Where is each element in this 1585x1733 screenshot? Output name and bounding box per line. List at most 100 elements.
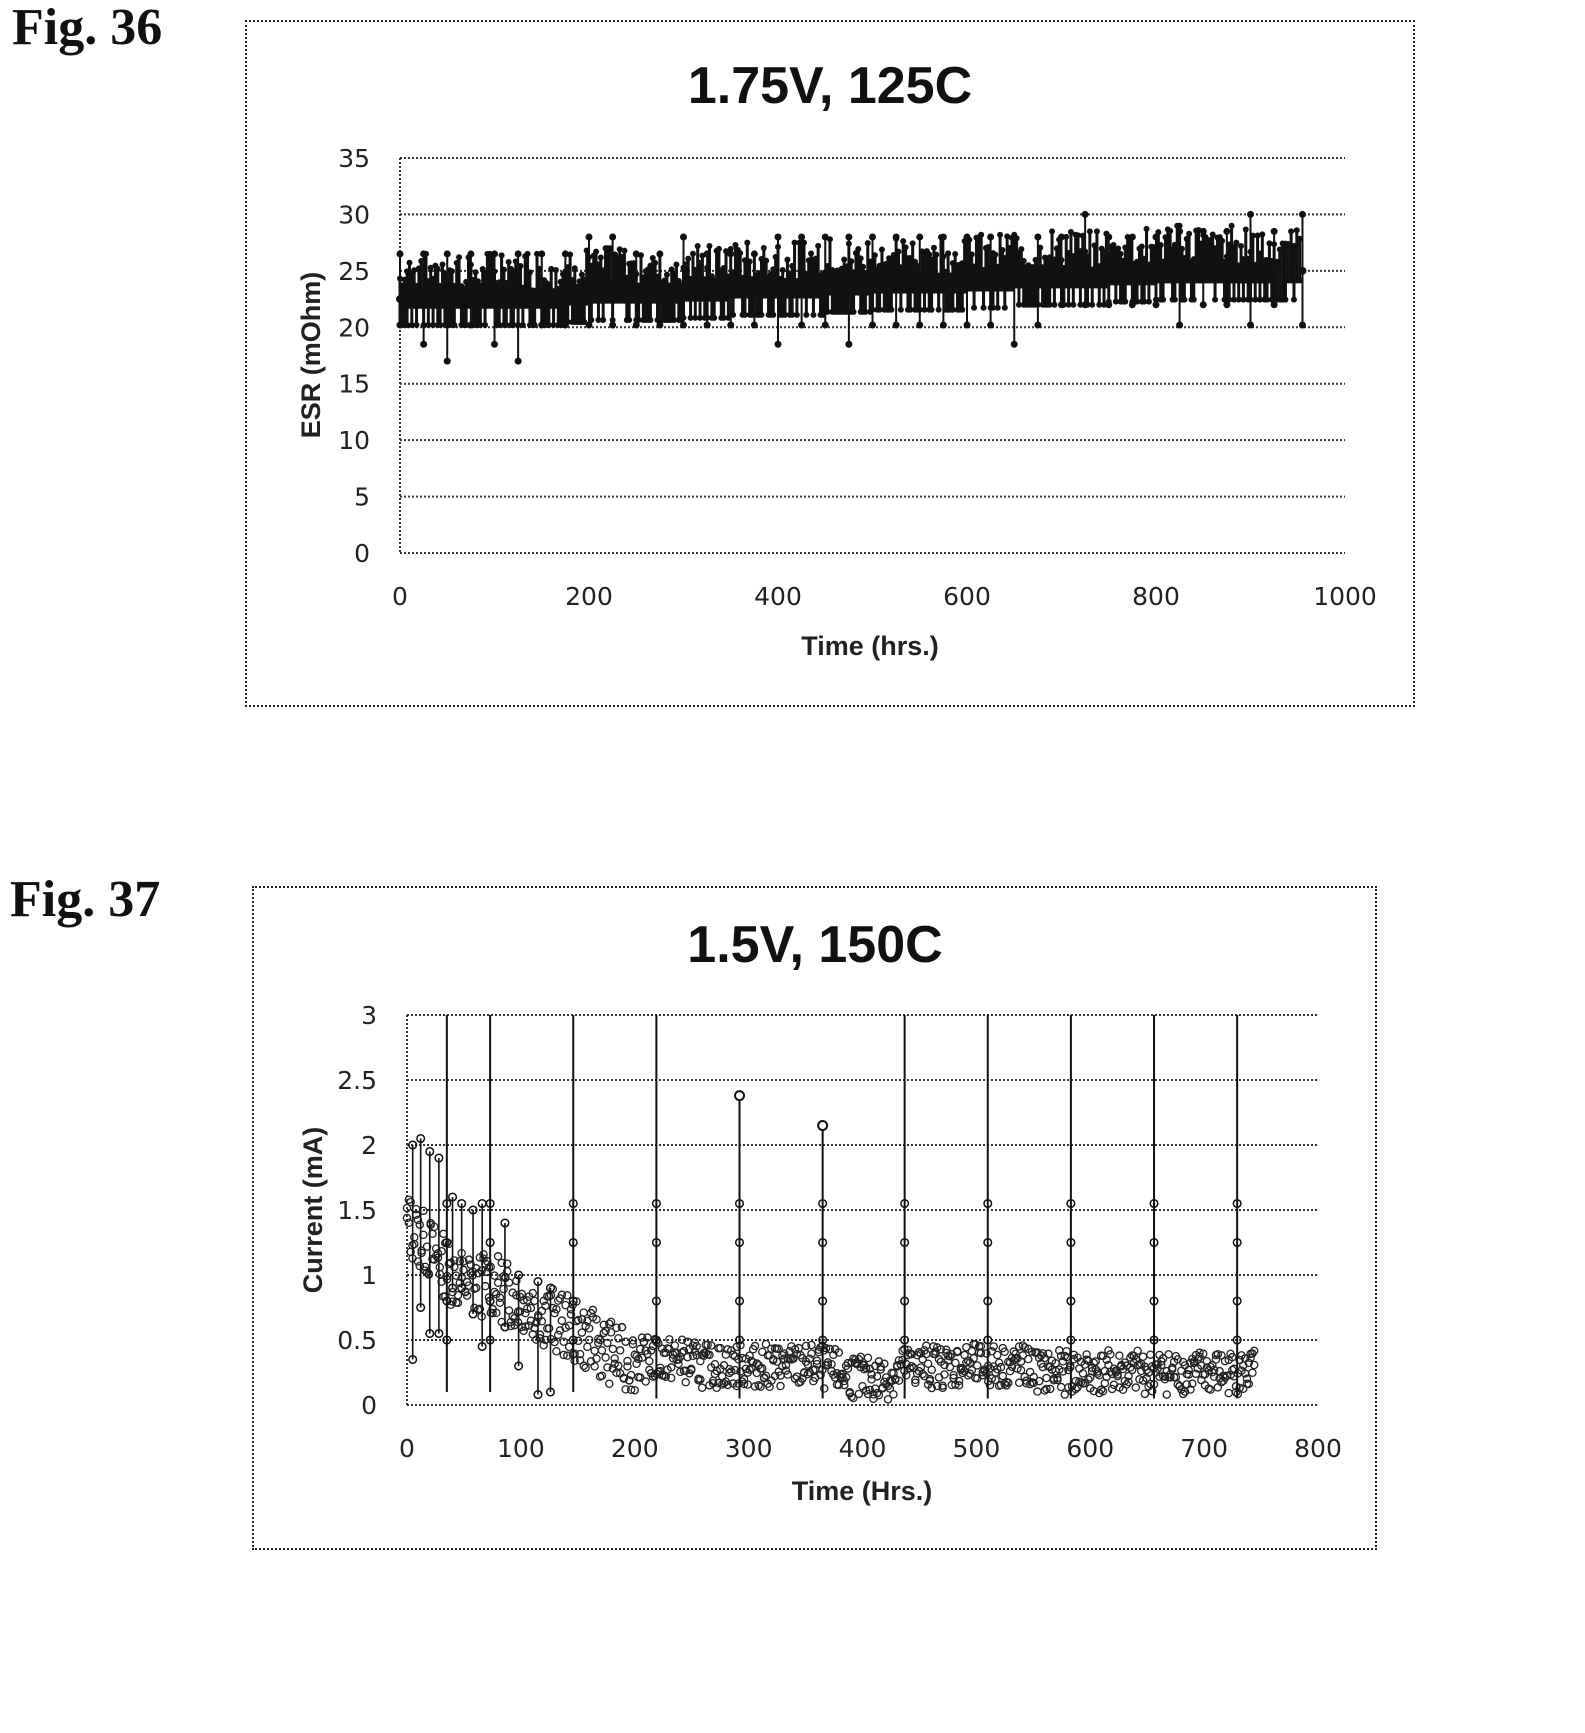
data-point (626, 316, 633, 323)
data-point (685, 255, 692, 262)
data-point (433, 1253, 443, 1262)
data-point (912, 1369, 922, 1378)
data-point (1199, 266, 1208, 275)
data-point (1078, 1369, 1088, 1378)
data-point (1122, 298, 1129, 305)
data-point (1066, 1296, 1076, 1306)
data-point-low (609, 321, 617, 329)
data-point (697, 314, 704, 321)
data-point-high (1010, 233, 1018, 241)
data-point (1209, 231, 1216, 238)
data-point (922, 1341, 931, 1350)
data-point (1106, 1350, 1115, 1359)
data-point-low (987, 321, 995, 329)
data-point (679, 1346, 689, 1356)
data-point (758, 1364, 767, 1373)
data-point (512, 1276, 521, 1286)
data-point (666, 1363, 676, 1372)
data-point (557, 1290, 567, 1300)
x-tick-label: 0 (392, 582, 408, 611)
data-point-low (420, 340, 428, 348)
data-point (455, 1257, 465, 1266)
data-point (1033, 1387, 1042, 1396)
data-point (681, 1377, 691, 1387)
y-tick-label: 1.5 (337, 1196, 377, 1225)
data-point (827, 1359, 836, 1369)
data-point (792, 1349, 802, 1359)
data-point (561, 291, 570, 300)
data-point (581, 318, 588, 325)
data-point (1075, 232, 1082, 239)
data-point-high (845, 233, 853, 241)
data-point (451, 322, 458, 329)
data-point (671, 316, 678, 323)
data-point (514, 1270, 524, 1280)
data-point (630, 1385, 640, 1395)
data-point-low (467, 321, 475, 329)
data-point (519, 322, 526, 329)
data-point (505, 259, 512, 266)
data-point (659, 1371, 669, 1380)
data-point (550, 322, 557, 329)
data-point (599, 1320, 609, 1330)
data-point (1240, 296, 1247, 303)
data-point (774, 1344, 783, 1354)
data-point (1117, 250, 1124, 257)
data-point (891, 1375, 900, 1384)
data-point (823, 1360, 833, 1369)
data-point (850, 308, 857, 315)
x-tick-label: 0 (399, 1434, 415, 1463)
data-point (1157, 241, 1164, 248)
data-point (603, 1363, 612, 1372)
data-point (1222, 266, 1231, 275)
data-point (503, 322, 510, 329)
data-point (578, 271, 585, 278)
chart-frame-esr (245, 20, 1415, 707)
data-point (726, 283, 735, 292)
data-point (1249, 1346, 1259, 1356)
data-point (632, 289, 641, 298)
data-point (1145, 298, 1152, 305)
data-point (686, 1364, 696, 1374)
data-point (552, 267, 559, 274)
data-point (510, 322, 517, 329)
data-point (442, 1237, 452, 1248)
data-point-low (798, 321, 806, 329)
data-point (1266, 240, 1273, 247)
data-point (747, 1364, 756, 1373)
data-point (1086, 228, 1093, 235)
data-point (1167, 227, 1174, 234)
data-point (1070, 301, 1077, 308)
data-point-high (1034, 233, 1042, 241)
data-point (677, 1335, 687, 1344)
data-point (559, 1337, 568, 1346)
data-point (621, 1337, 630, 1346)
data-point (939, 278, 948, 287)
data-point (600, 316, 607, 323)
data-point (502, 1259, 512, 1268)
data-point (756, 1382, 765, 1391)
data-point (485, 1335, 495, 1345)
data-point (422, 1268, 432, 1277)
data-point (703, 1340, 712, 1350)
data-point (918, 1369, 927, 1379)
data-point (524, 1321, 534, 1330)
data-point (1084, 1375, 1093, 1384)
data-point (645, 1356, 654, 1366)
data-point (706, 243, 713, 250)
data-point (592, 1354, 601, 1363)
y-tick-label: 0.5 (337, 1326, 377, 1355)
data-point-high (491, 250, 498, 258)
data-point (689, 250, 696, 257)
data-point (514, 295, 523, 304)
data-point-high (750, 250, 758, 258)
data-point (999, 247, 1006, 254)
data-point (608, 1344, 618, 1354)
data-point-low (1298, 321, 1306, 329)
data-point-low (916, 321, 924, 329)
chart-title: 1.5V, 150C (687, 916, 942, 974)
data-point (468, 1205, 478, 1215)
y-tick-label: 2.5 (337, 1066, 377, 1095)
data-point (621, 247, 628, 254)
data-point (818, 1198, 828, 1209)
